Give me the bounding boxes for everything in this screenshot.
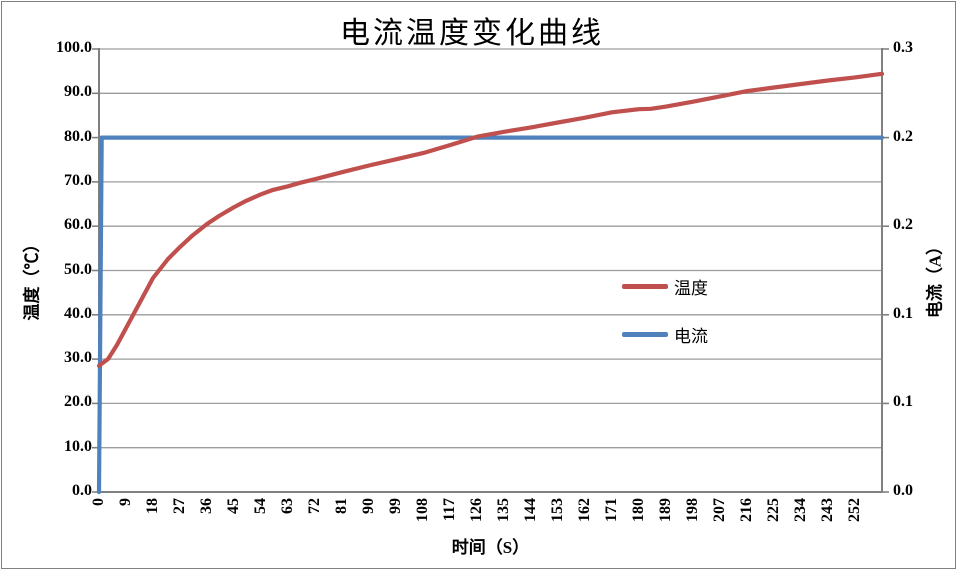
x-axis-tick-label: 243 [819,498,836,522]
x-axis-tick-label: 72 [306,498,323,514]
temperature-series-line[interactable] [96,71,885,368]
x-axis-tick-label: 63 [279,498,296,514]
x-axis-tick-label: 18 [144,498,161,514]
legend: 温度 电流 [622,270,708,366]
y-axis-left-tick-label: 80.0 [64,127,92,145]
legend-label-current: 电流 [674,326,708,346]
x-axis-tick-label: 81 [333,498,350,514]
x-axis-tick-label: 99 [387,498,404,514]
temperature-line-swatch [622,283,668,289]
y-axis-left-tick-label: 60.0 [64,216,92,234]
x-axis-tick-label: 90 [360,498,377,514]
legend-item-current[interactable]: 电流 [622,318,708,350]
y-axis-left-tick-label: 90.0 [64,83,92,101]
y-axis-left-tick-label: 20.0 [64,393,92,411]
current-line-swatch [622,331,668,337]
x-axis-tick-label: 9 [117,498,134,506]
x-axis-tick-label: 207 [711,498,728,522]
x-axis-tick-label: 135 [495,498,512,522]
y-axis-right-tick-label: 0.0 [893,482,913,499]
chart-title: 电流温度变化曲线 [340,17,604,50]
x-axis-tick-label: 252 [846,498,863,522]
x-axis-tick-label: 180 [630,498,647,522]
x-axis-tick-label: 216 [738,498,755,522]
y-axis-left-tick-label: 100.0 [56,39,92,56]
x-axis-tick-label: 162 [576,498,593,522]
x-axis-tick-label: 117 [441,498,458,522]
legend-label-temperature: 温度 [674,278,708,298]
x-axis-tick-label: 225 [765,498,782,522]
x-axis-tick-label: 153 [549,498,566,522]
y-axis-left-tick-label: 0.0 [72,482,92,499]
y-axis-left-tick-label: 70.0 [64,171,92,189]
y-axis-left-title: 温度（℃） [22,235,42,321]
x-axis-tick-label: 234 [792,498,809,522]
y-axis-right-title: 电流（A） [925,237,945,319]
y-axis-right-tick-label: 0.2 [893,127,913,145]
legend-item-temperature[interactable]: 温度 [622,270,708,302]
y-axis-right-tick-label: 0.3 [893,39,913,56]
x-axis-tick-label: 27 [171,498,188,514]
x-axis-tick-label: 189 [657,498,674,522]
x-axis-title: 时间（S） [451,538,530,557]
current-series-line[interactable] [96,135,885,495]
y-axis-right-tick-label: 0.2 [893,216,913,234]
y-axis-left-tick-label: 30.0 [64,349,92,367]
y-axis-left-tick-label: 50.0 [64,260,92,278]
y-axis-left-tick-label: 10.0 [64,437,92,455]
x-axis-tick-label: 0 [90,498,107,506]
y-axis-left-tick-label: 40.0 [64,304,92,322]
x-axis-tick-label: 171 [603,498,620,522]
x-axis-tick-label: 36 [198,498,215,514]
x-axis-tick-label: 54 [252,498,269,514]
x-axis-tick-label: 126 [468,498,485,522]
y-axis-right-tick-label: 0.1 [893,393,913,411]
x-axis-tick-label: 198 [684,498,701,522]
y-axis-right-tick-label: 0.1 [893,304,913,322]
x-axis-tick-label: 108 [414,498,431,522]
x-axis-tick-label: 144 [522,498,539,522]
x-axis-tick-label: 45 [225,498,242,514]
